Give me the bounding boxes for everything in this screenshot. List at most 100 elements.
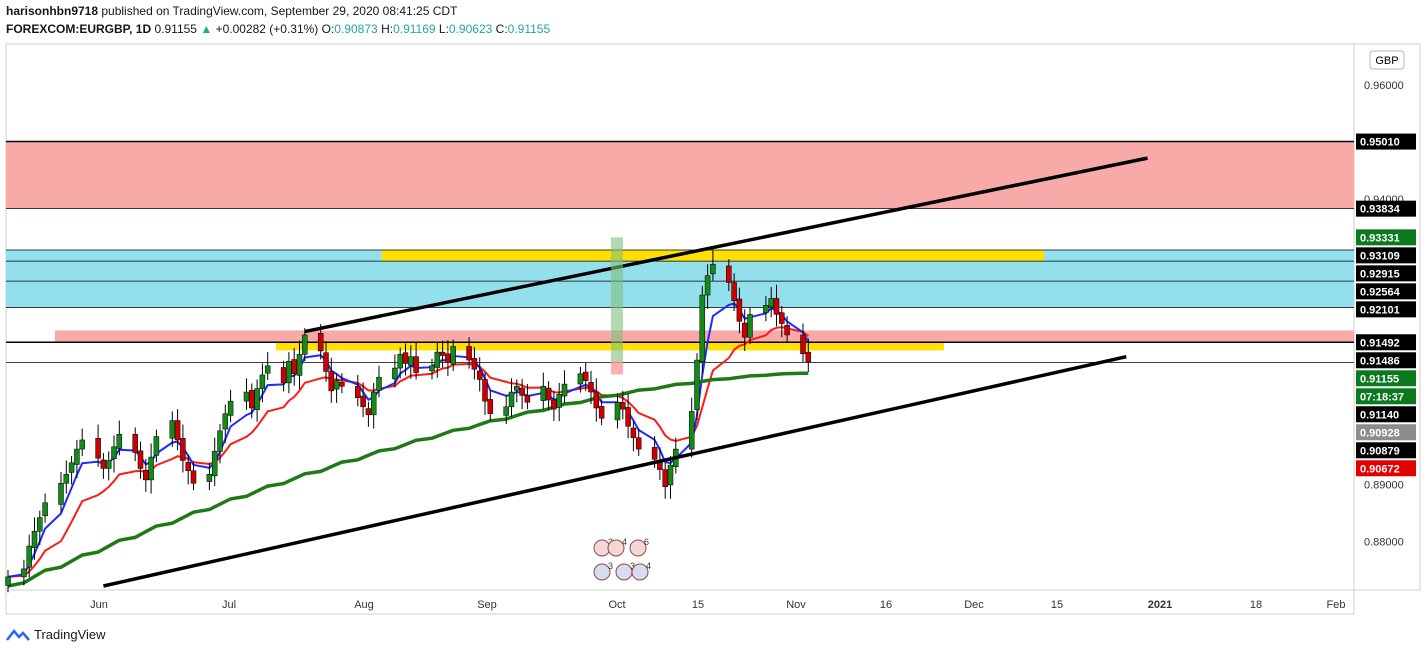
high-value: 0.91169 (393, 22, 436, 36)
price-label-bg (1356, 352, 1416, 369)
candle-body (741, 322, 748, 338)
candle-body (42, 502, 48, 517)
candle-body (185, 461, 191, 472)
candle-body (598, 406, 605, 419)
candle-body (620, 402, 626, 410)
candle-body (116, 433, 123, 449)
x-tick-label: 15 (1051, 599, 1063, 611)
candle-body (768, 298, 774, 308)
y-tick-label: 0.96000 (1364, 80, 1404, 92)
price-label-bg (1356, 133, 1416, 150)
candle-body (408, 356, 414, 366)
price-label-text: 0.90879 (1360, 445, 1400, 457)
candle-body (280, 367, 287, 384)
candle-body (540, 386, 547, 401)
trendline-lower-channel[interactable] (103, 354, 1127, 588)
candle-body (190, 470, 197, 484)
trendlines-layer[interactable] (103, 156, 1148, 588)
candle-body (74, 448, 80, 465)
candle-body (227, 400, 234, 416)
footer[interactable]: TradingView (6, 627, 106, 642)
candle-body (153, 436, 160, 456)
price-label-text: 0.91492 (1360, 337, 1400, 349)
price-label-bg (1356, 442, 1416, 459)
candle-body (545, 387, 552, 401)
last-price: 0.91155 (154, 22, 197, 36)
candles-layer (5, 250, 812, 593)
price-label-bg (1356, 200, 1416, 217)
x-tick-label: Sep (477, 599, 497, 611)
y-tick-label: 0.88000 (1364, 537, 1404, 549)
price-label-bg (1356, 424, 1416, 441)
price-change: +0.00282 (+0.31%) (215, 22, 319, 36)
candle-body (704, 275, 711, 296)
candle-body (259, 374, 266, 389)
symbol-name[interactable]: FOREXCOM:EURGBP, 1D (6, 22, 152, 36)
candle-body (503, 406, 509, 416)
candle-body (392, 367, 398, 380)
candle-body (662, 469, 668, 487)
close-label: C: (495, 22, 508, 36)
close-value: 0.91155 (507, 22, 551, 36)
candle-body (667, 464, 674, 486)
candle-body (58, 483, 64, 505)
x-tick-label: Oct (608, 599, 625, 611)
low-label: L: (438, 22, 449, 36)
candle-body (800, 334, 806, 355)
price-label-text: 0.90672 (1360, 463, 1400, 475)
candle-body (26, 545, 32, 568)
candle-body (323, 352, 329, 372)
x-tick-label: 18 (1250, 599, 1262, 611)
time-axis[interactable] (5, 589, 1355, 615)
trendline-upper-channel[interactable] (304, 156, 1148, 334)
price-label-text: 0.92564 (1360, 286, 1401, 298)
candle-body (439, 351, 446, 356)
price-label-text: 0.91155 (1360, 373, 1399, 385)
position-tool-layer[interactable] (611, 237, 623, 375)
price-label-bg (1356, 460, 1416, 477)
x-tick-label: Aug (354, 599, 374, 611)
event-badge[interactable] (631, 563, 649, 581)
event-badge[interactable] (629, 539, 647, 557)
candle-body (105, 460, 112, 469)
candle-body (111, 446, 117, 460)
target-zone[interactable] (611, 237, 623, 362)
event-badge[interactable] (607, 539, 625, 557)
price-label-bg (1356, 247, 1416, 264)
candle-body (79, 439, 85, 450)
candle-body (174, 420, 181, 441)
publisher-name[interactable]: harisonhbn9718 (6, 4, 99, 18)
candle-body (254, 388, 260, 410)
ema-fast-line (7, 302, 810, 578)
candle-body (482, 379, 488, 402)
up-arrow-icon: ▲ (200, 22, 213, 36)
candle-body (264, 365, 271, 374)
candle-body (763, 305, 769, 313)
price-label-text: 0.93331 (1360, 232, 1400, 244)
currency-button[interactable]: GBP (1369, 50, 1405, 70)
candle-body (635, 437, 642, 450)
candle-body (355, 386, 361, 398)
candle-body (519, 387, 525, 396)
footer-brand[interactable]: TradingView (34, 627, 106, 642)
stop-zone[interactable] (611, 361, 623, 375)
candle-body (726, 265, 732, 283)
candle-body (63, 473, 70, 484)
candle-body (434, 351, 441, 368)
event-badges-layer[interactable]: 346334 (593, 537, 651, 581)
x-tick-label: 16 (880, 599, 892, 611)
publisher-line: harisonhbn9718 published on TradingView.… (6, 4, 457, 18)
event-badge[interactable] (593, 563, 611, 581)
price-label-text: 0.92915 (1360, 268, 1400, 280)
y-tick-label: 0.89000 (1364, 479, 1404, 491)
candle-body (688, 411, 695, 450)
price-label-bg (1356, 334, 1416, 351)
price-label-text: 0.93109 (1360, 250, 1400, 262)
candle-body (614, 402, 621, 421)
candle-body (21, 568, 27, 578)
candle-body (779, 312, 785, 324)
event-badge-count: 3 (630, 561, 635, 571)
candle-body (710, 263, 716, 275)
candle-body (466, 346, 472, 361)
